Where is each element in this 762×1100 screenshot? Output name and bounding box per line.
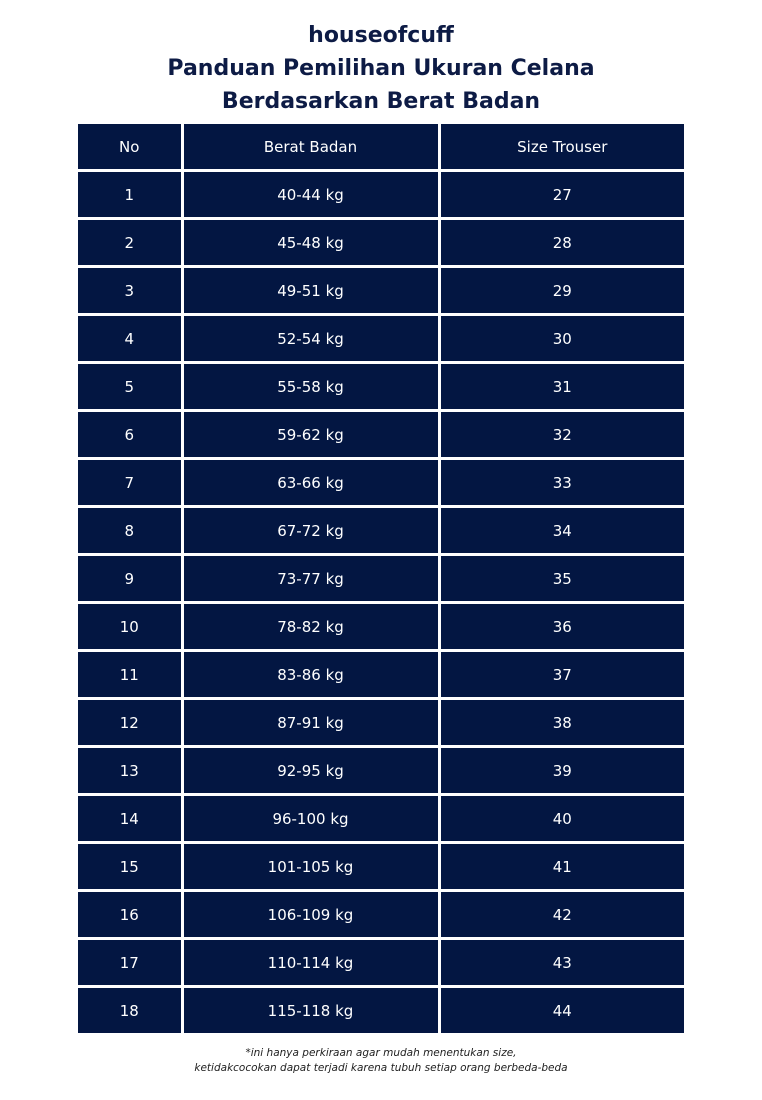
cell-size: 38 (437, 697, 684, 748)
header-no: No (78, 124, 184, 172)
cell-no: 1 (78, 169, 184, 220)
cell-size: 43 (437, 937, 684, 988)
table-row: 8 67-72 kg 34 (78, 505, 684, 556)
cell-no: 10 (78, 601, 184, 652)
table-row: 6 59-62 kg 32 (78, 409, 684, 460)
cell-no: 6 (78, 409, 184, 460)
cell-size: 29 (437, 265, 684, 316)
cell-weight: 115-118 kg (180, 985, 441, 1033)
table-row: 3 49-51 kg 29 (78, 265, 684, 316)
cell-size: 34 (437, 505, 684, 556)
cell-size: 31 (437, 361, 684, 412)
cell-weight: 63-66 kg (180, 457, 441, 508)
cell-no: 16 (78, 889, 184, 940)
cell-weight: 101-105 kg (180, 841, 441, 892)
footnote: *ini hanya perkiraan agar mudah menentuk… (0, 1046, 762, 1076)
footnote-line2: ketidakcocokan dapat terjadi karena tubu… (194, 1062, 568, 1074)
cell-weight: 40-44 kg (180, 169, 441, 220)
table-row: 12 87-91 kg 38 (78, 697, 684, 748)
cell-weight: 49-51 kg (180, 265, 441, 316)
cell-no: 13 (78, 745, 184, 796)
table-row: 4 52-54 kg 30 (78, 313, 684, 364)
table-row: 14 96-100 kg 40 (78, 793, 684, 844)
cell-weight: 106-109 kg (180, 889, 441, 940)
cell-no: 9 (78, 553, 184, 604)
cell-no: 12 (78, 697, 184, 748)
table-row: 10 78-82 kg 36 (78, 601, 684, 652)
cell-size: 33 (437, 457, 684, 508)
cell-size: 41 (437, 841, 684, 892)
page-title-line2: Berdasarkan Berat Badan (221, 89, 541, 114)
cell-no: 8 (78, 505, 184, 556)
cell-weight: 83-86 kg (180, 649, 441, 700)
footnote-line1: *ini hanya perkiraan agar mudah menentuk… (245, 1047, 517, 1059)
cell-weight: 59-62 kg (180, 409, 441, 460)
table-row: 9 73-77 kg 35 (78, 553, 684, 604)
table-row: 7 63-66 kg 33 (78, 457, 684, 508)
cell-size: 32 (437, 409, 684, 460)
table-row: 15 101-105 kg 41 (78, 841, 684, 892)
header-weight: Berat Badan (180, 124, 441, 172)
cell-no: 14 (78, 793, 184, 844)
table-row: 16 106-109 kg 42 (78, 889, 684, 940)
cell-weight: 96-100 kg (180, 793, 441, 844)
cell-size: 37 (437, 649, 684, 700)
brand-name: houseofcuff (308, 23, 454, 48)
cell-size: 28 (437, 217, 684, 268)
cell-size: 35 (437, 553, 684, 604)
table-row: 1 40-44 kg 27 (78, 169, 684, 220)
table-header-row: No Berat Badan Size Trouser (78, 124, 684, 172)
cell-no: 18 (78, 985, 184, 1033)
cell-no: 3 (78, 265, 184, 316)
cell-size: 40 (437, 793, 684, 844)
cell-no: 7 (78, 457, 184, 508)
cell-weight: 52-54 kg (180, 313, 441, 364)
cell-size: 36 (437, 601, 684, 652)
cell-weight: 78-82 kg (180, 601, 441, 652)
cell-no: 11 (78, 649, 184, 700)
cell-weight: 110-114 kg (180, 937, 441, 988)
table-row: 5 55-58 kg 31 (78, 361, 684, 412)
cell-weight: 45-48 kg (180, 217, 441, 268)
cell-weight: 73-77 kg (180, 553, 441, 604)
table-row: 13 92-95 kg 39 (78, 745, 684, 796)
cell-size: 27 (437, 169, 684, 220)
cell-no: 15 (78, 841, 184, 892)
cell-size: 42 (437, 889, 684, 940)
cell-no: 5 (78, 361, 184, 412)
cell-weight: 55-58 kg (180, 361, 441, 412)
size-table: No Berat Badan Size Trouser 1 40-44 kg 27 2… (78, 124, 684, 1033)
table-row: 17 110-114 kg 43 (78, 937, 684, 988)
cell-no: 4 (78, 313, 184, 364)
cell-size: 44 (437, 985, 684, 1033)
cell-weight: 87-91 kg (180, 697, 441, 748)
page-title-line1: Panduan Pemilihan Ukuran Celana (167, 56, 595, 81)
header-size: Size Trouser (437, 124, 684, 172)
cell-weight: 67-72 kg (180, 505, 441, 556)
table-row: 2 45-48 kg 28 (78, 217, 684, 268)
cell-size: 39 (437, 745, 684, 796)
cell-no: 2 (78, 217, 184, 268)
cell-weight: 92-95 kg (180, 745, 441, 796)
table-row: 18 115-118 kg 44 (78, 985, 684, 1033)
cell-size: 30 (437, 313, 684, 364)
cell-no: 17 (78, 937, 184, 988)
table-row: 11 83-86 kg 37 (78, 649, 684, 700)
